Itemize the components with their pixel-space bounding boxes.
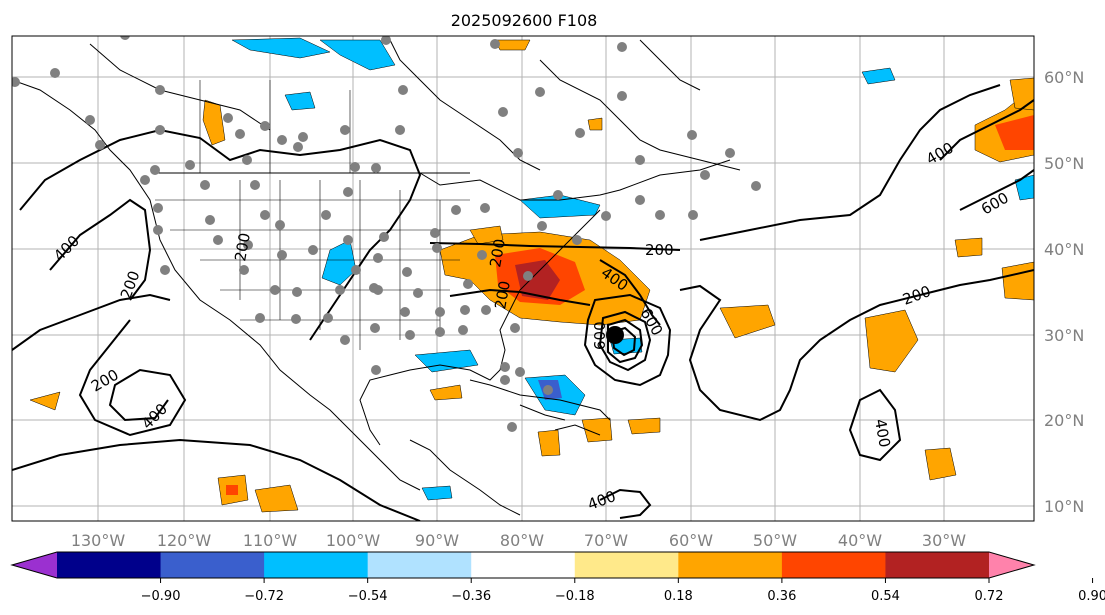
contour-label: 200 <box>486 237 509 268</box>
map-title: 2025092600 F108 <box>451 11 598 30</box>
colorbar-tick-label: −0.72 <box>244 589 284 604</box>
lat-label: 20°N <box>1044 411 1084 430</box>
lon-label: 40°W <box>838 531 882 550</box>
lon-label: 80°W <box>500 531 544 550</box>
colorbar-segment <box>264 552 369 578</box>
height-contours <box>12 84 1034 521</box>
positive-shading <box>29 39 1034 513</box>
colorbar-tick-label: −0.90 <box>141 589 181 604</box>
contour-label: 400 <box>871 418 894 449</box>
colorbar-tick-label: −0.18 <box>555 589 595 604</box>
lat-label: 50°N <box>1044 154 1084 173</box>
lat-label: 60°N <box>1044 68 1084 87</box>
latitude-labels: 60°N 50°N 40°N 30°N 20°N 10°N <box>1044 68 1084 516</box>
lon-label: 120°W <box>157 531 212 550</box>
colorbar-extend-high <box>989 552 1034 578</box>
colorbar-segment <box>678 552 783 578</box>
colorbar-extend-low <box>12 552 57 578</box>
coastlines <box>12 39 741 516</box>
map-frame <box>11 35 1035 522</box>
lon-label: 130°W <box>71 531 126 550</box>
contour-label: 600 <box>591 321 609 350</box>
lon-label: 100°W <box>326 531 381 550</box>
colorbar-tick-label: 0.36 <box>767 589 796 604</box>
lat-label: 40°N <box>1044 240 1084 259</box>
colorbar-tick-label: −0.36 <box>451 589 491 604</box>
lat-label: 30°N <box>1044 326 1084 345</box>
colorbar-segment <box>367 552 472 578</box>
lon-label: 30°W <box>922 531 966 550</box>
colorbar-segment <box>471 552 576 578</box>
colorbar-tick-label: −0.54 <box>348 589 388 604</box>
contour-label: 200 <box>645 241 674 259</box>
storm-center-marker <box>606 326 624 344</box>
longitude-labels: 130°W 120°W 110°W 100°W 90°W 80°W 70°W 6… <box>71 531 966 550</box>
station-dots <box>12 36 761 432</box>
map-area: 400 200 200 200 400 200 400 600 600 200 … <box>12 36 1034 521</box>
lon-label: 60°W <box>669 531 713 550</box>
state-borders <box>155 80 470 350</box>
colorbar-segment <box>885 552 990 578</box>
colorbar-segment <box>574 552 679 578</box>
colorbar-tick-label: 0.90 <box>1078 589 1105 604</box>
colorbar-segment <box>57 552 162 578</box>
lon-label: 90°W <box>415 531 459 550</box>
contour-label: 200 <box>231 231 254 262</box>
colorbar-tick-label: 0.72 <box>975 589 1004 604</box>
colorbar-outline <box>10 551 1036 579</box>
lon-label: 110°W <box>243 531 298 550</box>
colorbar-tick-label: 0.18 <box>664 589 693 604</box>
lon-label: 70°W <box>584 531 628 550</box>
lon-label: 50°W <box>753 531 797 550</box>
colorbar: −0.90 −0.72 −0.54 −0.36 −0.18 0.18 0.36 0.54 0.7… <box>10 551 1105 604</box>
colorbar-segment <box>781 552 886 578</box>
colorbar-tick-label: 0.54 <box>871 589 900 604</box>
lat-label: 10°N <box>1044 497 1084 516</box>
contour-label: 200 <box>491 279 514 310</box>
colorbar-segment <box>160 552 265 578</box>
